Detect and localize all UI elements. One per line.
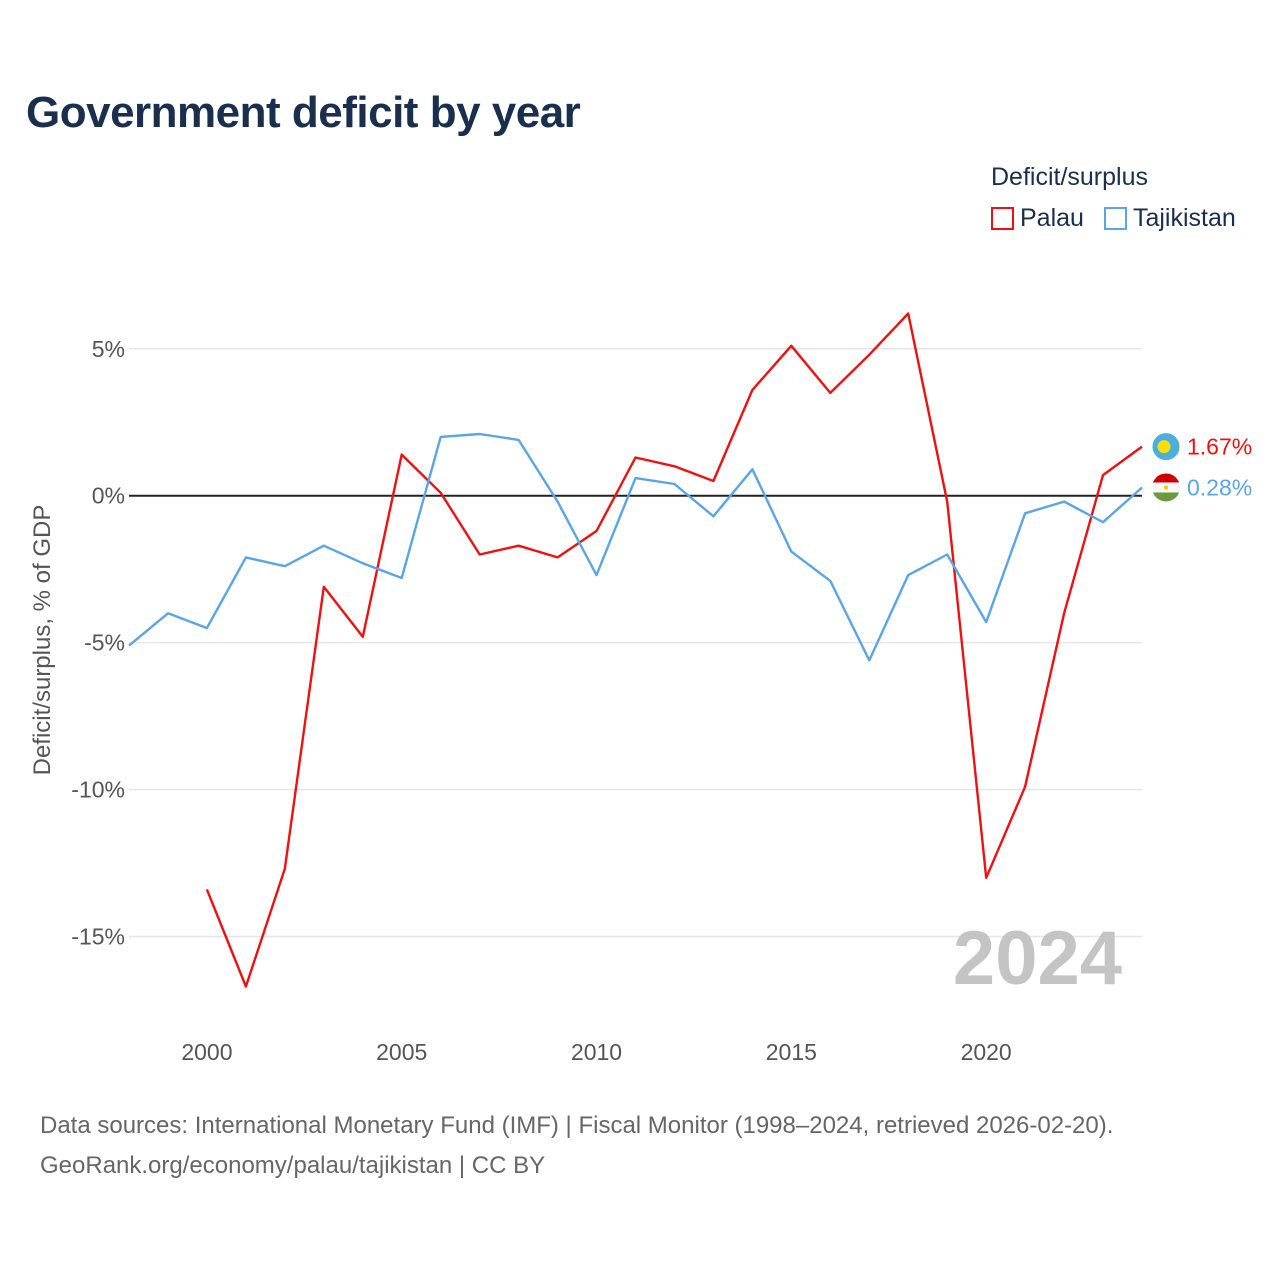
flag-crown [1164, 485, 1168, 490]
x-tick-label: 2010 [571, 1039, 622, 1065]
y-axis-ticks: 5% 0% -5% -10% -15% [71, 336, 125, 950]
source-line-2[interactable]: GeoRank.org/economy/palau/tajikistan | C… [40, 1152, 546, 1179]
data-source: Data sources: International Monetary Fun… [40, 1106, 1113, 1186]
legend-item-tajikistan[interactable]: Tajikistan [1103, 204, 1236, 233]
legend-swatch-palau [991, 207, 1014, 230]
legend: Palau Tajikistan [991, 204, 1236, 233]
source-line-1: Data sources: International Monetary Fun… [40, 1112, 1114, 1139]
y-tick-label: -15% [71, 924, 125, 950]
flag-border [1151, 432, 1181, 462]
legend-label-palau: Palau [1020, 204, 1084, 232]
series-line-palau [205, 312, 1143, 988]
grid-lines [129, 348, 1142, 938]
legend-swatch-tajikistan [1103, 207, 1127, 230]
end-labels: 1.67% 0.28% [1151, 432, 1252, 502]
y-tick-label: 0% [92, 483, 125, 509]
y-axis-label: Deficit/surplus, % of GDP [29, 505, 56, 776]
flag-stripe-red [1152, 473, 1180, 483]
x-tick-label: 2000 [181, 1039, 232, 1065]
flag-moon [1157, 440, 1171, 454]
tajikistan-flag-icon [1152, 473, 1180, 502]
year-watermark: 2024 [953, 916, 1122, 1001]
end-label-palau: 1.67% [1187, 434, 1252, 460]
x-tick-label: 2005 [376, 1039, 427, 1065]
y-tick-label: 5% [92, 336, 125, 362]
x-tick-label: 2015 [766, 1039, 817, 1065]
legend-label-tajikistan: Tajikistan [1132, 204, 1236, 232]
series-line-tajikistan [128, 432, 1143, 662]
chart-title: Government deficit by year [26, 88, 581, 137]
x-tick-label: 2020 [961, 1039, 1012, 1065]
legend-item-palau[interactable]: Palau [991, 204, 1084, 233]
flag-stripe-green [1152, 492, 1180, 502]
palau-flag-icon [1151, 432, 1181, 462]
flag-stripes [1152, 473, 1180, 502]
x-axis-ticks: 2000 2005 2010 2015 2020 [181, 1039, 1011, 1065]
y-tick-label: -5% [84, 630, 125, 656]
y-tick-label: -10% [71, 777, 125, 803]
legend-title: Deficit/surplus [991, 163, 1148, 191]
end-label-tajikistan: 0.28% [1187, 474, 1252, 500]
series-lines [128, 312, 1143, 988]
